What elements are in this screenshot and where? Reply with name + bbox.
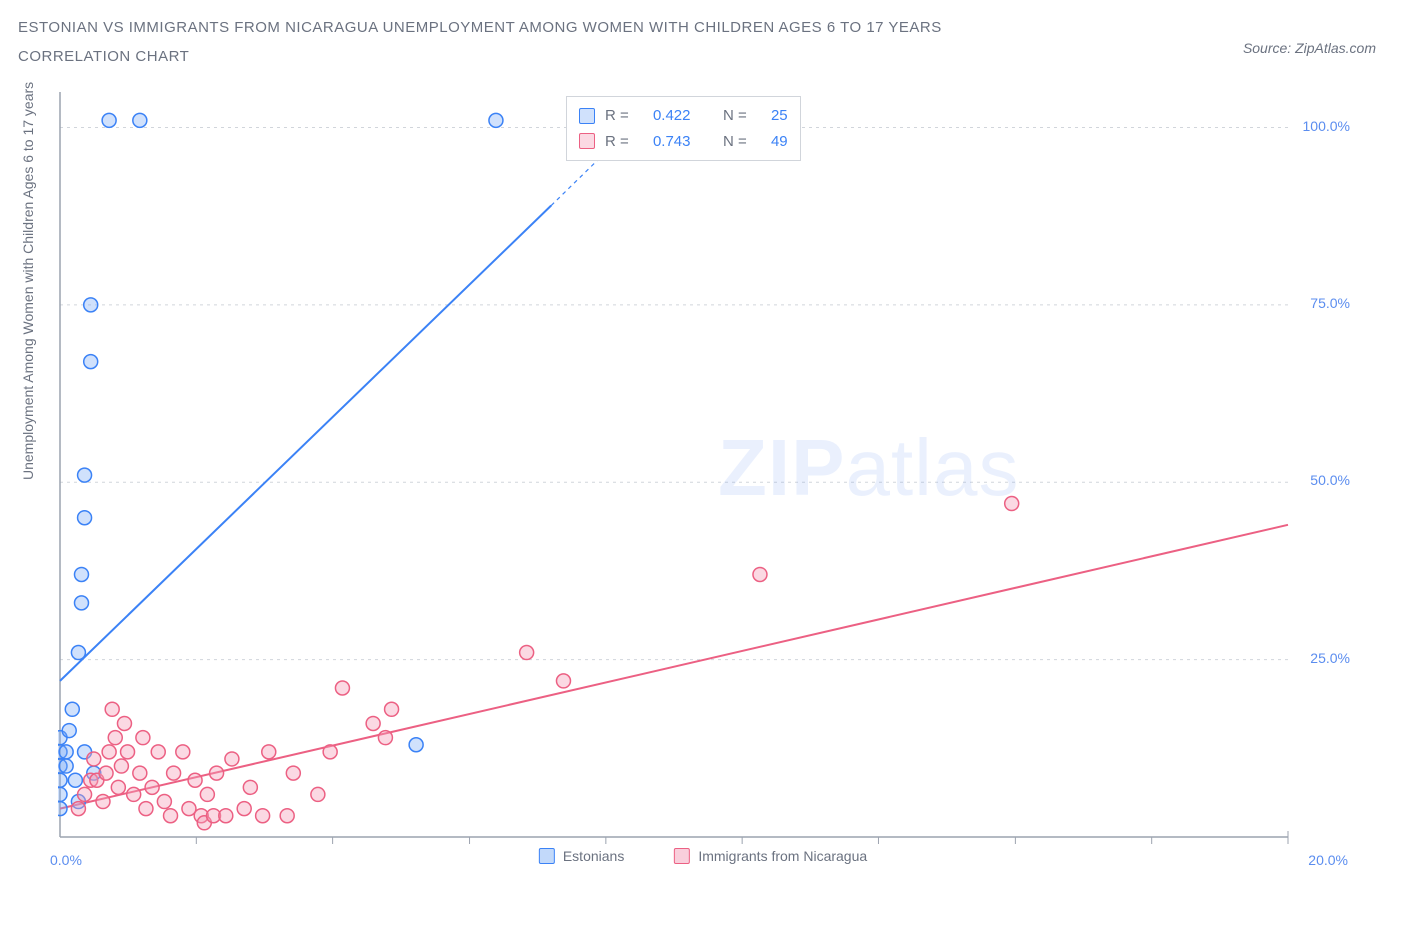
legend: Estonians Immigrants from Nicaragua bbox=[539, 848, 867, 864]
y-axis-label: Unemployment Among Women with Children A… bbox=[20, 82, 36, 480]
chart-title-line1: ESTONIAN VS IMMIGRANTS FROM NICARAGUA UN… bbox=[18, 14, 942, 43]
legend-label: Estonians bbox=[563, 848, 624, 864]
legend-item-nicaragua: Immigrants from Nicaragua bbox=[674, 848, 867, 864]
y-tick-label: 100.0% bbox=[1303, 118, 1350, 134]
y-tick-label: 25.0% bbox=[1310, 650, 1350, 666]
scatter-plot bbox=[58, 92, 1348, 862]
x-tick-label: 0.0% bbox=[50, 852, 82, 868]
stats-row: R = 0.743 N = 49 bbox=[579, 129, 788, 155]
y-tick-label: 50.0% bbox=[1310, 472, 1350, 488]
y-tick-label: 75.0% bbox=[1310, 295, 1350, 311]
source-label: Source: ZipAtlas.com bbox=[1243, 40, 1376, 56]
chart-title-line2: CORRELATION CHART bbox=[18, 43, 942, 72]
x-tick-label: 20.0% bbox=[1308, 852, 1348, 868]
legend-item-estonians: Estonians bbox=[539, 848, 624, 864]
legend-swatch-icon bbox=[539, 848, 555, 864]
legend-swatch-icon bbox=[674, 848, 690, 864]
legend-label: Immigrants from Nicaragua bbox=[698, 848, 867, 864]
stats-box: R = 0.422 N = 25R = 0.743 N = 49 bbox=[566, 96, 801, 161]
stats-row: R = 0.422 N = 25 bbox=[579, 103, 788, 129]
chart-area: ZIPatlas R = 0.422 N = 25R = 0.743 N = 4… bbox=[58, 92, 1348, 862]
